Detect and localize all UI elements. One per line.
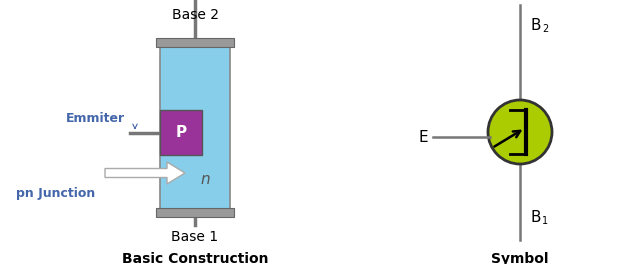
Text: E: E — [419, 130, 428, 144]
Text: Symbol: Symbol — [492, 252, 548, 264]
Text: n: n — [200, 172, 210, 187]
Circle shape — [488, 100, 552, 164]
Bar — [156, 208, 234, 217]
Bar — [156, 38, 234, 47]
Text: pn Junction: pn Junction — [16, 187, 95, 200]
Bar — [160, 110, 202, 155]
Text: Base 2: Base 2 — [172, 8, 218, 22]
Text: B: B — [530, 210, 541, 225]
Bar — [160, 45, 230, 210]
Text: 1: 1 — [542, 216, 548, 226]
FancyArrow shape — [105, 162, 185, 184]
Text: Basic Construction: Basic Construction — [122, 252, 268, 264]
Text: P: P — [175, 125, 187, 140]
Text: B: B — [530, 18, 541, 33]
Text: Emmiter: Emmiter — [66, 111, 125, 125]
Text: 2: 2 — [542, 24, 548, 34]
Text: Base 1: Base 1 — [172, 230, 219, 244]
